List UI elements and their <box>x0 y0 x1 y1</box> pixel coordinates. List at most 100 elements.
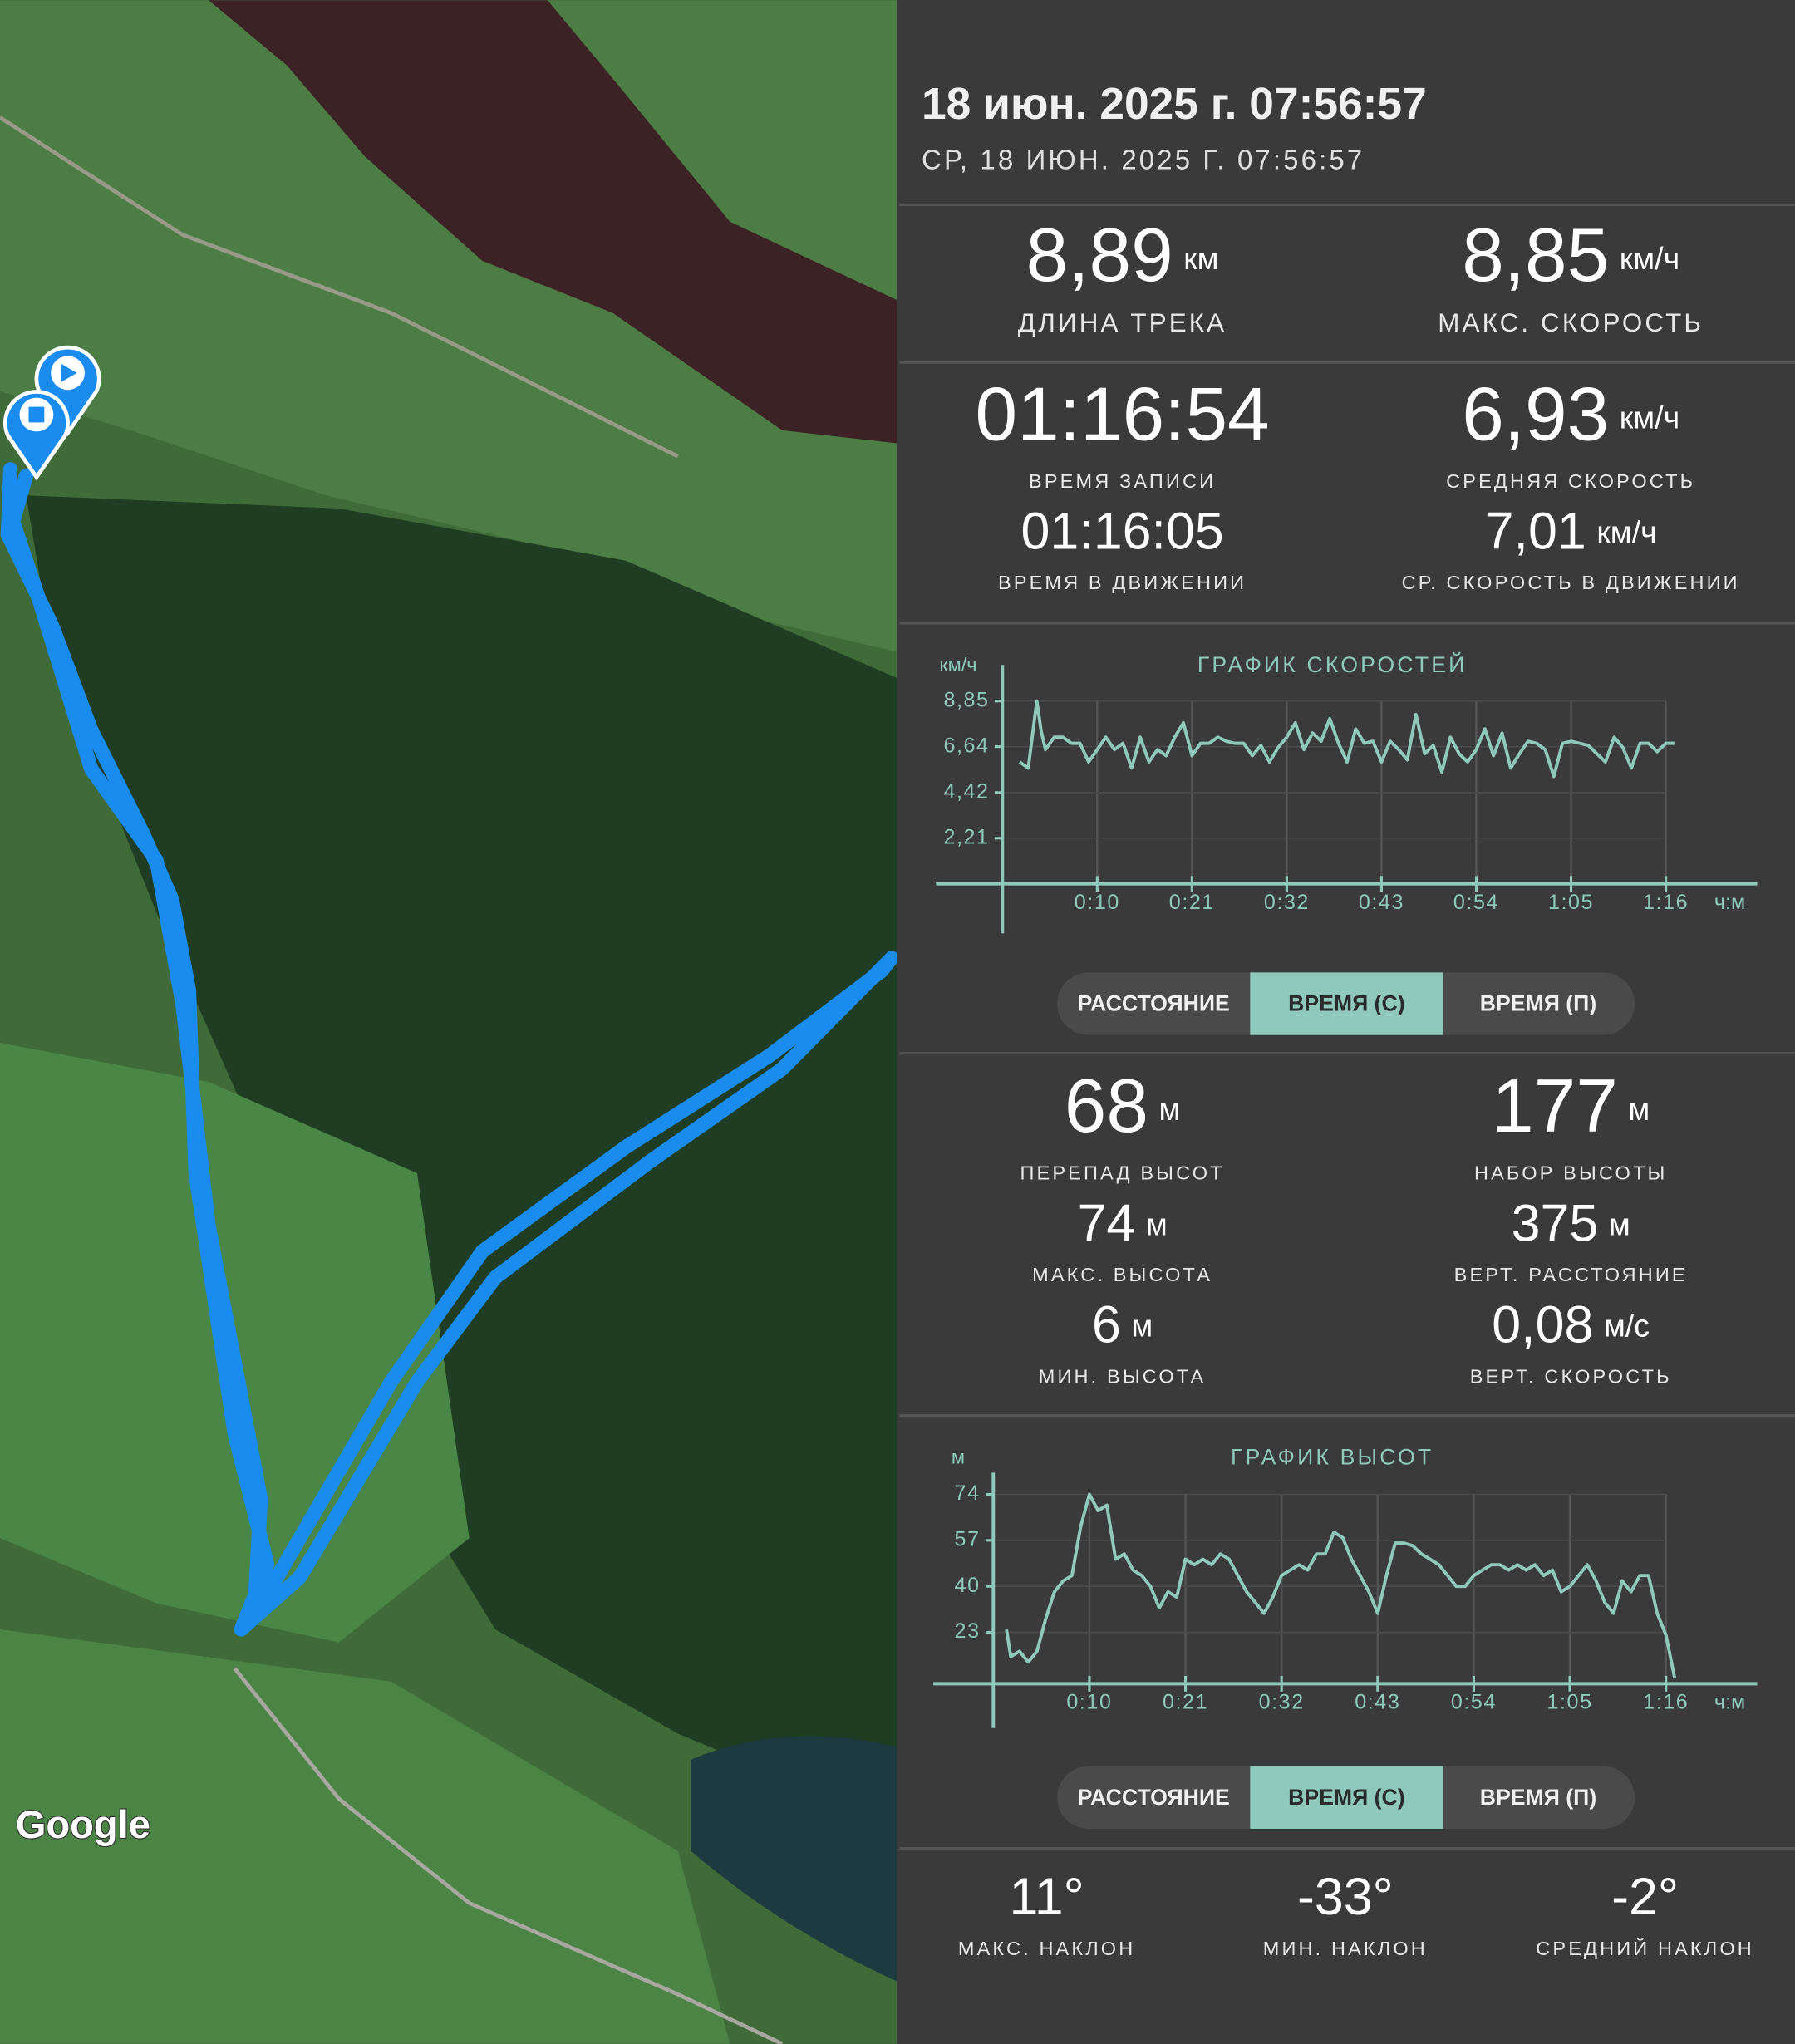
x-tick-label: 0:21 <box>1163 1691 1208 1714</box>
x-axis-label: ч:м <box>1714 1691 1745 1714</box>
y-tick-label: 40 <box>955 1574 981 1597</box>
x-tick-label: 1:05 <box>1547 1691 1593 1714</box>
stat-value: 8,89 км <box>1026 214 1219 297</box>
stat-label: ПЕРЕПАД ВЫСОТ <box>1020 1162 1224 1184</box>
stat-label: СР. СКОРОСТЬ В ДВИЖЕНИИ <box>1402 572 1740 593</box>
stat-unit: м <box>1609 1206 1630 1241</box>
stat-value: 74 м <box>1077 1194 1167 1252</box>
toggle-active <box>1250 972 1443 1035</box>
stat-value: 01:16:54 <box>976 372 1270 456</box>
map-attribution: Google <box>16 1802 150 1846</box>
y-tick-label: 8,85 <box>943 688 989 711</box>
stat-number: 11° <box>1009 1868 1084 1926</box>
stat-label: ВЕРТ. СКОРОСТЬ <box>1470 1365 1672 1387</box>
stat-value: 8,85 км/ч <box>1462 214 1679 297</box>
stat-unit: км/ч <box>1596 514 1656 549</box>
stat-number: 6 <box>1092 1295 1121 1354</box>
stat-unit: м <box>1146 1206 1168 1241</box>
stat-number: 6,93 <box>1462 372 1609 456</box>
track <box>0 462 899 1637</box>
stat-value: 68 м <box>1065 1064 1181 1148</box>
stat-label: СРЕДНЯЯ СКОРОСТЬ <box>1446 470 1695 492</box>
chart: ГРАФИК СКОРОСТЕЙ км/ч 0:10 0:21 0:32 0:43 0:54… <box>936 652 1758 934</box>
stat-unit: км <box>1183 241 1218 276</box>
stat-number: -33° <box>1297 1868 1394 1926</box>
stat-unit: км/ч <box>1620 400 1679 435</box>
x-axis-label: ч:м <box>1714 891 1745 914</box>
y-tick-label: 74 <box>955 1481 981 1505</box>
stat-number: 68 <box>1065 1064 1148 1148</box>
stat-number: 74 <box>1077 1194 1135 1252</box>
stat-label: МАКС. СКОРОСТЬ <box>1438 308 1704 337</box>
stat-number: 0,08 <box>1492 1295 1593 1354</box>
mode-button[interactable]: РАССТОЯНИЕ <box>1078 991 1230 1016</box>
stat-number: 01:16:05 <box>1020 502 1223 560</box>
mode-button[interactable]: ВРЕМЯ (С) <box>1288 991 1405 1016</box>
mode-button[interactable]: ВРЕМЯ (П) <box>1480 991 1597 1016</box>
stat-value: 375 м <box>1512 1194 1630 1252</box>
mode-button[interactable]: РАССТОЯНИЕ <box>1078 1785 1230 1810</box>
stat-value: 11° <box>1009 1868 1084 1926</box>
map: Google <box>0 0 899 2044</box>
y-axis-label: км/ч <box>939 654 976 676</box>
x-tick-label: 0:43 <box>1355 1691 1400 1714</box>
stat-label: ВЕРТ. РАССТОЯНИЕ <box>1454 1264 1688 1285</box>
separators <box>899 203 1795 1850</box>
subtitle: СР, 18 ИЮН. 2025 Г. 07:56:57 <box>922 144 1365 174</box>
stat-label: ДЛИНА ТРЕКА <box>1018 308 1227 337</box>
title: 18 июн. 2025 г. 07:56:57 <box>922 80 1427 129</box>
stat-label: МАКС. ВЫСОТА <box>1032 1264 1212 1285</box>
stat-value: -33° <box>1297 1868 1394 1926</box>
finish-marker <box>34 345 101 437</box>
stat-unit: м <box>1131 1309 1153 1344</box>
x-tick-label: 1:16 <box>1643 891 1689 914</box>
chart-title: ГРАФИК ВЫСОТ <box>1231 1445 1434 1470</box>
stat-value: -2° <box>1611 1868 1679 1926</box>
chart-title: ГРАФИК СКОРОСТЕЙ <box>1197 652 1468 677</box>
x-tick-label: 0:32 <box>1264 891 1310 914</box>
x-tick-label: 1:16 <box>1643 1691 1689 1714</box>
y-tick-label: 2,21 <box>943 825 989 848</box>
stat-unit: м/с <box>1604 1309 1650 1344</box>
stat-number: -2° <box>1611 1868 1679 1926</box>
stat-value: 177 м <box>1492 1064 1650 1148</box>
y-axis-label: м <box>952 1447 965 1468</box>
stat-value: 6,93 км/ч <box>1462 372 1679 456</box>
stat-label: НАБОР ВЫСОТЫ <box>1474 1162 1667 1184</box>
stat-number: 8,89 <box>1026 214 1173 297</box>
stat-value: 01:16:05 <box>1020 502 1223 560</box>
y-tick-label: 57 <box>955 1527 981 1550</box>
x-tick-label: 0:21 <box>1169 891 1215 914</box>
stat-label: МИН. НАКЛОН <box>1263 1938 1428 1959</box>
data-line <box>1018 699 1675 779</box>
x-tick-label: 0:10 <box>1075 891 1120 914</box>
data-line <box>1005 1492 1677 1679</box>
mode-button[interactable]: ВРЕМЯ (П) <box>1480 1785 1597 1810</box>
stat-label: ВРЕМЯ В ДВИЖЕНИИ <box>998 572 1247 593</box>
x-tick-label: 0:54 <box>1451 1691 1497 1714</box>
stat-unit: км/ч <box>1620 241 1679 276</box>
stat-label: МАКС. НАКЛОН <box>958 1938 1135 1959</box>
stat-value: 0,08 м/с <box>1492 1295 1650 1354</box>
stat-label: ВРЕМЯ ЗАПИСИ <box>1029 470 1216 492</box>
stat-label: МИН. ВЫСОТА <box>1039 1365 1207 1387</box>
mode-button[interactable]: ВРЕМЯ (С) <box>1288 1785 1405 1810</box>
x-tick-label: 0:43 <box>1359 891 1404 914</box>
mode-toggle: РАССТОЯНИЕ ВРЕМЯ (С) ВРЕМЯ (П) <box>1057 972 1635 1035</box>
y-tick-label: 23 <box>955 1619 981 1643</box>
x-tick-label: 0:32 <box>1259 1691 1305 1714</box>
x-tick-label: 0:10 <box>1066 1691 1112 1714</box>
stat-number: 8,85 <box>1462 214 1609 297</box>
stat-unit: м <box>1628 1092 1650 1127</box>
stat-number: 7,01 <box>1485 502 1586 560</box>
stat-number: 375 <box>1512 1194 1599 1252</box>
toggle-active <box>1250 1766 1443 1829</box>
y-tick-label: 4,42 <box>943 779 989 803</box>
stat-label: СРЕДНИЙ НАКЛОН <box>1536 1937 1754 1959</box>
x-tick-label: 0:54 <box>1453 891 1499 914</box>
chart: ГРАФИК ВЫСОТ м 0:10 0:21 0:32 0:43 0:54 1:05 1:1… <box>933 1445 1758 1728</box>
stat-value: 7,01 км/ч <box>1485 502 1657 560</box>
stat-number: 177 <box>1492 1064 1618 1148</box>
